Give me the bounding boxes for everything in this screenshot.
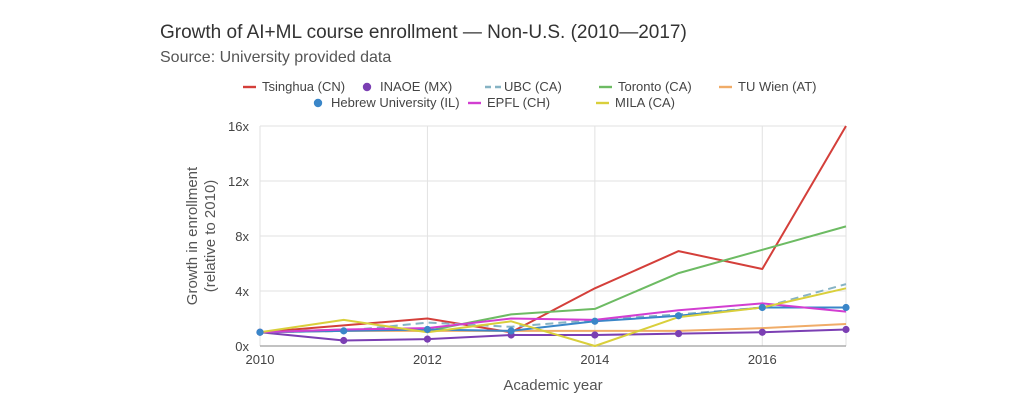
x-tick-label: 2010 (246, 352, 275, 367)
point-hebrew-university-il (591, 317, 599, 325)
y-tick-label: 16x (228, 119, 249, 134)
point-hebrew-university-il (758, 303, 766, 312)
chart-title: Growth of AI+ML course enrollment — Non-… (160, 22, 687, 43)
x-tick-label: 2012 (413, 352, 442, 367)
y-axis-title-line: (relative to 2010) (202, 180, 219, 293)
y-axis-title-line: Growth in enrollment (184, 166, 201, 305)
y-axis-title: Growth in enrollment(relative to 2010) (184, 166, 219, 305)
point-hebrew-university-il (674, 312, 683, 320)
point-hebrew-university-il (507, 327, 515, 335)
point-inaoe-mx (423, 335, 432, 343)
point-hebrew-university-il (340, 327, 348, 335)
legend-label-tsinghua-cn: Tsinghua (CN) (262, 79, 345, 94)
legend-label-epfl-ch: EPFL (CH) (487, 95, 550, 110)
point-inaoe-mx (758, 328, 766, 336)
point-hebrew-university-il (256, 328, 264, 336)
series-line-mila-ca (259, 287, 847, 347)
series-line-toronto-ca (259, 225, 847, 334)
x-axis-title: Academic year (503, 377, 602, 394)
legend-label-ubc-ca: UBC (CA) (504, 79, 562, 94)
y-tick-label: 4x (235, 284, 249, 299)
legend-symbol-hebrew-university-il (313, 98, 323, 108)
series-line-epfl-ch (259, 302, 847, 334)
legend-label-hebrew-university-il: Hebrew University (IL) (331, 95, 460, 110)
x-tick-label: 2014 (580, 352, 609, 367)
point-inaoe-mx (842, 325, 850, 334)
grid-lines (259, 125, 847, 347)
x-axis-ticks: 2010 2012 2014 2016 (246, 352, 777, 367)
y-tick-label: 12x (228, 174, 249, 189)
point-inaoe-mx (674, 330, 683, 338)
series-line-inaoe-mx (259, 328, 847, 342)
point-inaoe-mx (591, 331, 599, 339)
legend-label-tu-wien-at: TU Wien (AT) (738, 79, 816, 94)
legend: Tsinghua (CN) INAOE (MX) UBC (CA) Toronto (… (243, 79, 816, 110)
y-tick-label: 0x (235, 339, 249, 354)
series-lines (259, 125, 847, 347)
point-hebrew-university-il (842, 303, 850, 312)
x-tick-label: 2016 (748, 352, 777, 367)
chart-subtitle: Source: University provided data (160, 49, 392, 66)
y-tick-label: 8x (235, 229, 249, 244)
series-markers (256, 303, 850, 345)
y-axis-ticks: 0x 4x 8x 12x 16x (228, 119, 249, 354)
legend-label-mila-ca: MILA (CA) (615, 95, 675, 110)
series-line-tsinghua-cn (259, 125, 847, 334)
legend-symbol-inaoe-mx (362, 82, 372, 92)
legend-label-toronto-ca: Toronto (CA) (618, 79, 692, 94)
point-hebrew-university-il (423, 325, 432, 334)
point-inaoe-mx (340, 336, 348, 345)
legend-label-inaoe-mx: INAOE (MX) (380, 79, 452, 94)
